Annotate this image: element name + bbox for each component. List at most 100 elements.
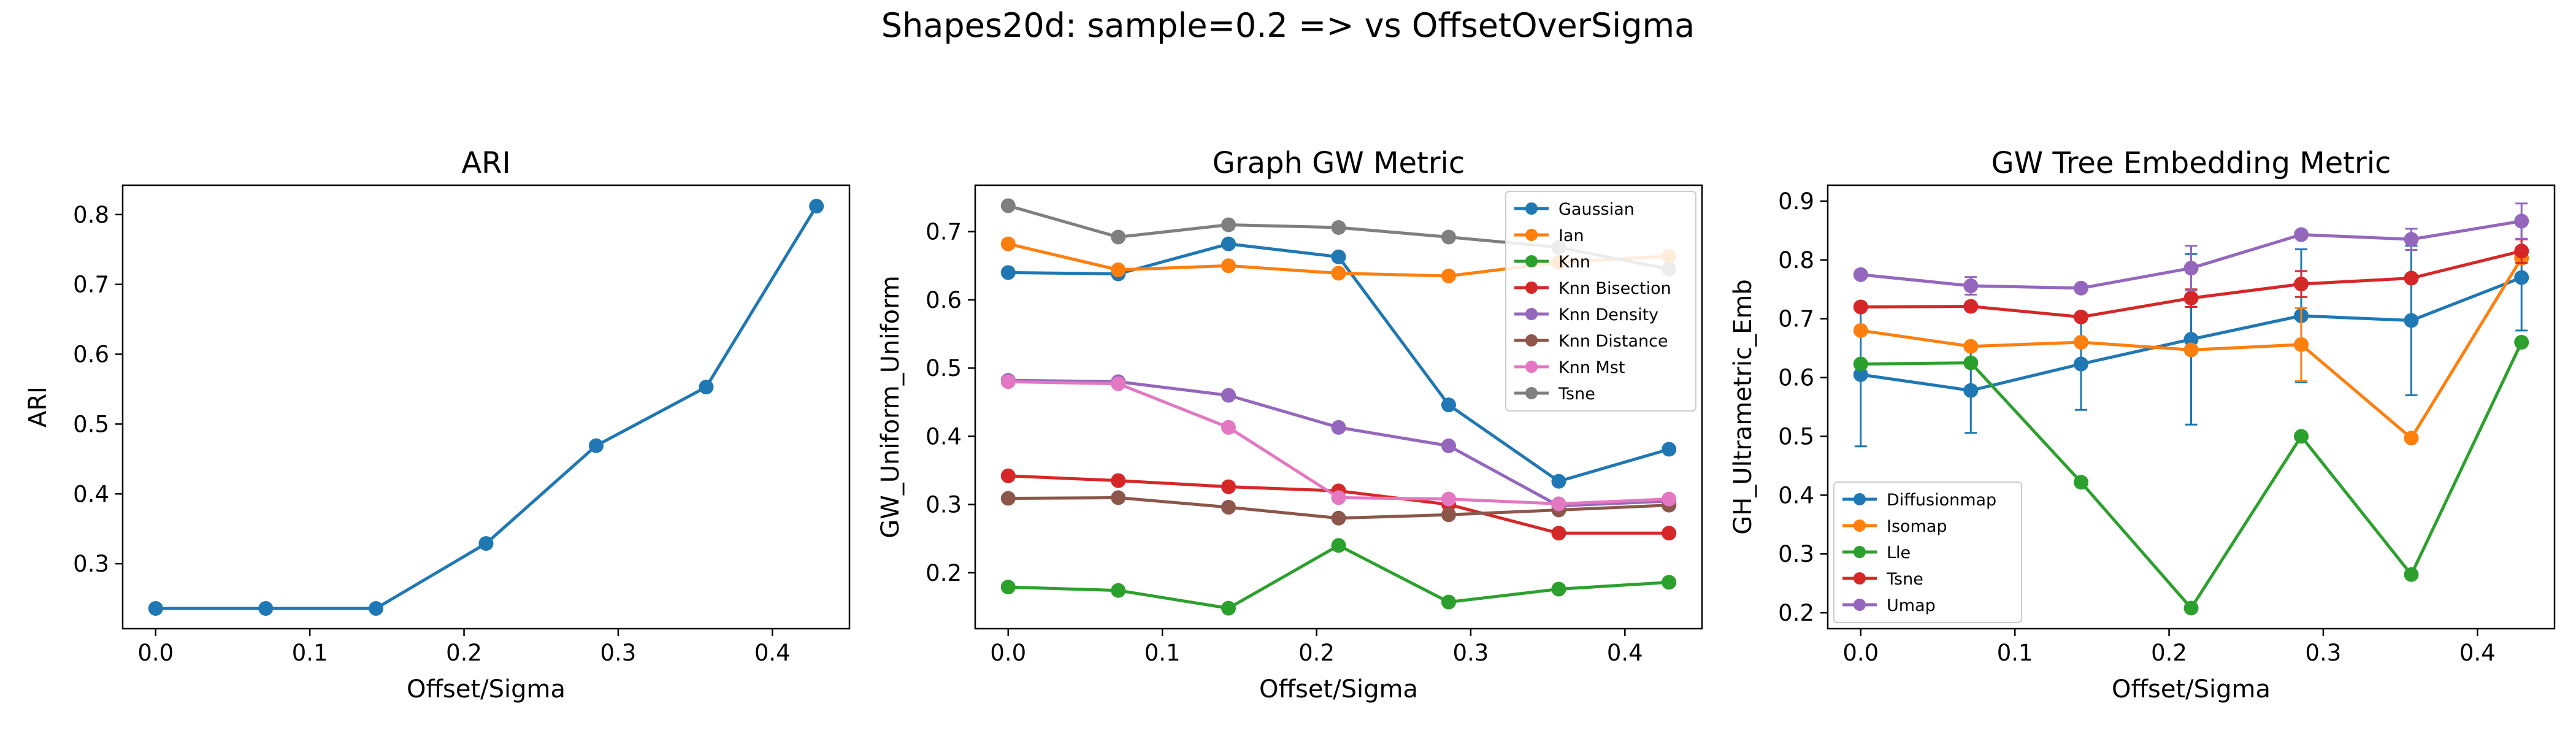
data-point — [478, 536, 494, 551]
y-tick-label: 0.8 — [73, 202, 109, 228]
y-tick-label: 0.3 — [1778, 541, 1814, 567]
data-point — [2183, 332, 2199, 347]
legend-item: Knn Mst — [1514, 358, 1625, 377]
data-point — [1963, 278, 1979, 293]
data-point — [1000, 374, 1016, 389]
data-point — [1000, 468, 1016, 483]
y-tick-label: 0.7 — [926, 219, 962, 245]
legend-item: Knn Density — [1514, 305, 1658, 324]
data-point — [2404, 567, 2419, 582]
x-tick-label: 0.0 — [1842, 640, 1879, 666]
x-tick-label: 0.0 — [990, 640, 1026, 666]
data-point — [1853, 267, 1868, 282]
legend-item: Tsne — [1842, 570, 1923, 589]
data-point — [1441, 438, 1456, 453]
legend-swatch-marker — [1525, 361, 1538, 373]
x-tick-label: 0.4 — [1607, 640, 1643, 666]
data-point — [1000, 580, 1016, 595]
legend-item: Tsne — [1514, 385, 1595, 404]
data-point — [2183, 600, 2199, 616]
data-point — [1221, 420, 1236, 435]
series-tsne — [1853, 238, 2529, 324]
data-point — [1111, 583, 1126, 598]
data-point — [369, 600, 384, 616]
series-lle — [1853, 335, 2529, 616]
series-knn-mst — [1000, 374, 1677, 512]
chart-panel-3: GW Tree Embedding Metric 0.0 0.1 0.2 0.3 0.4 0… — [1729, 146, 2556, 703]
data-point — [1963, 383, 1979, 398]
data-point — [1551, 581, 1566, 597]
data-point — [1111, 490, 1126, 505]
panel-title: ARI — [461, 146, 510, 180]
data-point — [1662, 575, 1677, 590]
y-tick-label: 0.5 — [1778, 423, 1814, 450]
y-tick-label: 0.9 — [1778, 188, 1814, 215]
plot-frame — [1827, 184, 2556, 630]
data-point — [2293, 277, 2309, 292]
y-tick-label: 0.3 — [926, 492, 962, 518]
y-tick-label: 0.7 — [73, 272, 109, 298]
legend-label: Gaussian — [1558, 200, 1635, 219]
x-tick-label: 0.2 — [446, 640, 482, 666]
x-tick-label: 0.4 — [754, 640, 791, 666]
x-tick-label: 0.3 — [600, 640, 637, 666]
series-umap — [1853, 202, 2529, 296]
x-tick-label: 0.2 — [2151, 640, 2187, 666]
data-point — [148, 600, 163, 616]
legend-label: Diffusionmap — [1887, 491, 1996, 510]
legend-label: Tsne — [1886, 570, 1923, 589]
data-point — [1331, 420, 1346, 435]
data-point — [2074, 335, 2089, 350]
data-point — [1111, 262, 1126, 277]
legend: Gaussian Ian Knn Knn Bisection Knn Density Kn… — [1505, 191, 1696, 412]
data-point — [1221, 388, 1236, 403]
x-tick-label: 0.2 — [1298, 640, 1335, 666]
data-point — [1551, 496, 1566, 512]
data-point — [588, 438, 604, 453]
data-point — [2514, 213, 2529, 229]
legend-swatch-marker — [1525, 387, 1538, 399]
data-point — [2183, 261, 2199, 276]
y-axis-label: ARI — [24, 386, 52, 427]
data-point — [1000, 491, 1016, 506]
data-point — [2514, 270, 2529, 285]
legend-item: Isomap — [1842, 517, 1947, 536]
data-point — [1963, 299, 1979, 314]
legend-swatch-marker — [1853, 519, 1866, 532]
legend-label: Lle — [1887, 543, 1911, 562]
data-point — [1551, 526, 1566, 541]
data-point — [1221, 217, 1236, 232]
data-point — [1441, 594, 1456, 610]
data-point — [2293, 429, 2309, 444]
data-point — [1221, 500, 1236, 515]
data-point — [1853, 356, 1868, 372]
data-point — [1853, 367, 1868, 382]
data-point — [1221, 258, 1236, 274]
data-point — [2514, 335, 2529, 350]
y-tick-label: 0.6 — [73, 342, 109, 368]
x-axis-label: Offset/Sigma — [407, 675, 565, 703]
y-tick-label: 0.8 — [1778, 247, 1814, 274]
data-point — [1331, 220, 1346, 235]
legend-item: Umap — [1842, 596, 1936, 615]
legend-swatch-marker — [1853, 572, 1866, 585]
plot-frame — [121, 184, 851, 630]
data-point — [2183, 291, 2199, 306]
x-tick-label: 0.3 — [2306, 640, 2342, 666]
data-point — [2404, 431, 2419, 446]
data-point — [1221, 479, 1236, 494]
y-tick-label: 0.2 — [1778, 600, 1814, 626]
panel-title: Graph GW Metric — [1213, 146, 1465, 180]
legend-swatch-marker — [1853, 546, 1866, 558]
y-tick-label: 0.6 — [1778, 365, 1814, 391]
data-point — [1662, 442, 1677, 457]
data-point — [2074, 280, 2089, 296]
legend-label: Knn Distance — [1558, 332, 1668, 351]
y-axis-label: GH_Ultrametric_Emb — [1729, 279, 1757, 535]
legend-label: Knn Mst — [1558, 358, 1625, 377]
data-point — [809, 199, 824, 214]
data-point — [2074, 309, 2089, 324]
data-point — [1441, 507, 1456, 523]
panel-title: GW Tree Embedding Metric — [1991, 146, 2391, 180]
